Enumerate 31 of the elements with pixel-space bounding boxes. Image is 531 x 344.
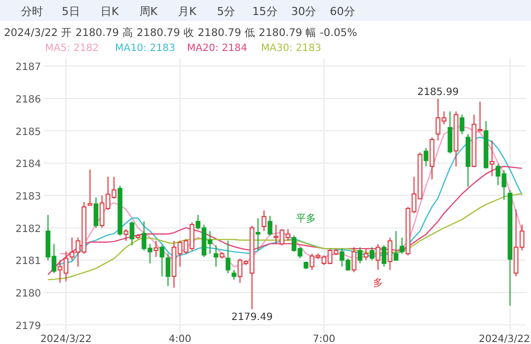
x-tick-label: 2024/3/22 xyxy=(478,334,530,344)
y-tick-label: 2179 xyxy=(16,320,41,332)
x-tick-label: 2024/3/22 xyxy=(40,334,92,344)
y-tick-label: 2186 xyxy=(16,94,41,106)
text: 30分 xyxy=(291,5,316,18)
text: 日K xyxy=(100,5,120,18)
annotation: 多 xyxy=(373,277,384,290)
annotation: 2179.49 xyxy=(231,312,273,324)
x-tick-label: 4:00 xyxy=(168,334,192,344)
y-tick-label: 2187 xyxy=(16,62,41,74)
text: 5日 xyxy=(62,5,80,18)
chart-subtitle: 2024/3/22 开 2180.79 高 2180.79 收 2180.79 低 2180.79 幅 -0.05% xyxy=(4,26,358,39)
y-tick-label: 2182 xyxy=(16,224,41,235)
y-tick-label: 2183 xyxy=(16,192,41,202)
text: MA30: 2183 xyxy=(261,43,322,54)
y-tick-label: 2180 xyxy=(16,288,41,300)
annotation: 平多 xyxy=(296,212,316,224)
text: 5分 xyxy=(217,5,235,18)
text: 分时 xyxy=(21,5,43,18)
text: 60分 xyxy=(330,5,355,18)
text: MA10: 2183 xyxy=(115,43,176,54)
y-tick-label: 2181 xyxy=(16,256,41,268)
text: 15分 xyxy=(252,5,278,18)
annotation: 2185.99 xyxy=(417,86,459,98)
text: MA20: 2184 xyxy=(187,43,248,54)
text: 周K xyxy=(139,5,158,18)
y-tick-label: 2185 xyxy=(16,126,41,138)
y-tick-label: 2184 xyxy=(16,159,41,170)
text: 月K xyxy=(178,5,198,18)
x-tick-label: 7:00 xyxy=(312,334,336,344)
text: MA5: 2182 xyxy=(45,43,99,54)
